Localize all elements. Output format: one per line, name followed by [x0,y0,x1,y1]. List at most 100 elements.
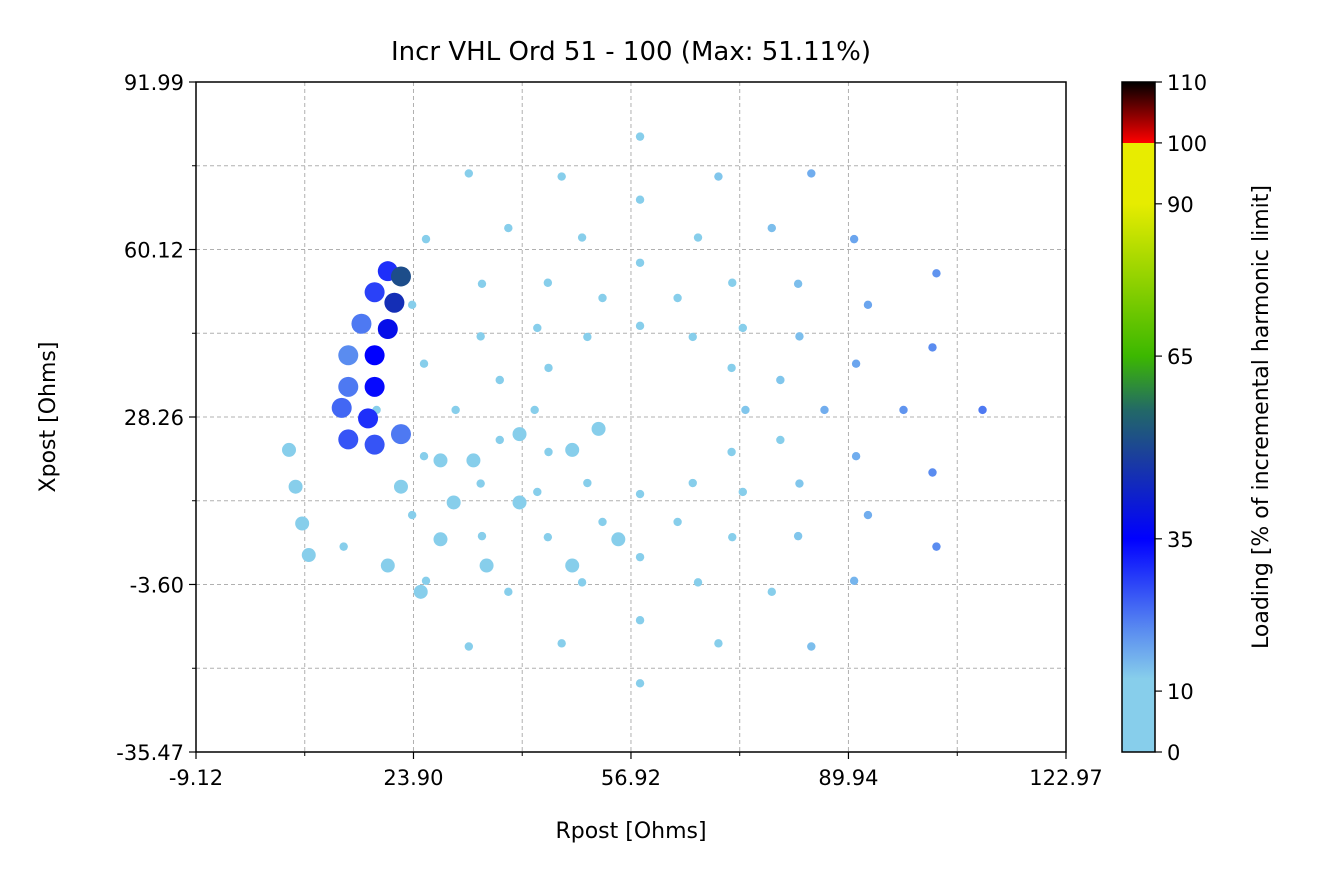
data-point [544,363,553,373]
grid-lines [196,82,1066,752]
data-point [767,587,776,597]
colorbar-tick-label: 100 [1167,132,1207,156]
data-point [767,223,776,233]
data-point [433,453,448,468]
data-point [466,453,481,468]
data-point [591,421,606,436]
data-point [543,278,553,287]
x-tick-label: 89.94 [818,766,878,790]
data-point [390,266,411,287]
y-axis-label: Xpost [Ohms] [36,342,61,493]
data-point [635,616,645,625]
data-point [688,478,697,488]
data-point [714,172,723,181]
x-axis: -9.12 23.90 56.92 89.94 122.97 [169,752,1103,790]
data-point [530,405,539,415]
data-point [413,584,428,599]
colorbar-ticks: 0 10 35 65 90 100 110 [1155,71,1207,765]
data-point [331,397,352,418]
data-point [338,429,359,450]
data-point [390,424,411,445]
data-point [477,279,487,288]
data-point [433,532,448,547]
data-point [476,332,485,341]
y-tick-label: 28.26 [124,406,184,430]
data-point [673,517,682,527]
data-point [932,269,941,278]
data-point [419,452,429,461]
data-point [820,405,829,415]
data-point [512,427,527,442]
y-tick-label: -3.60 [130,573,184,597]
colorbar-tick-label: 65 [1167,345,1194,369]
data-point [495,435,504,445]
data-point [928,343,937,352]
data-point [688,332,697,342]
y-tick-label: 91.99 [124,71,184,95]
data-point [978,405,987,415]
data-point [728,278,737,287]
data-point [533,487,542,497]
data-point [635,321,645,331]
data-point [807,169,816,178]
data-point [421,234,431,244]
data-point [407,300,417,310]
data-point [477,531,487,541]
x-tick-label: 122.97 [1029,766,1102,790]
data-point [421,576,431,585]
data-point [338,376,359,397]
data-point [598,517,607,527]
chart-title: Incr VHL Ord 51 - 100 (Max: 51.11%) [391,37,871,67]
data-point [635,552,645,562]
data-point [795,479,804,488]
x-tick-label: 56.92 [601,766,661,790]
data-point [364,376,385,397]
data-point [407,510,417,520]
y-axis: 91.99 60.12 28.26 -3.60 -35.47 [116,71,196,765]
data-point [693,578,703,587]
data-point [577,233,587,242]
data-point [557,172,566,181]
data-point [899,405,908,415]
data-point [635,195,645,204]
colorbar-tick-label: 110 [1167,71,1207,95]
data-point [793,531,803,541]
data-point [635,258,645,267]
data-point [393,479,408,494]
data-point [476,479,485,488]
data-point [295,516,310,531]
data-point [504,587,513,597]
colorbar-tick-label: 90 [1167,193,1194,217]
data-point [738,323,748,333]
data-point [863,510,873,520]
data-point [577,578,587,587]
data-point [932,542,941,551]
data-point [635,489,645,499]
colorbar-tick-label: 0 [1167,741,1180,765]
data-point [282,442,297,457]
data-point [380,558,395,573]
data-point [338,345,359,366]
data-point [339,542,348,551]
data-point [738,487,748,497]
y-tick-label: -35.47 [116,741,184,765]
data-point [807,642,816,651]
colorbar-tick-label: 10 [1167,680,1194,704]
data-point [635,132,645,141]
data-point [377,319,398,340]
data-point [793,279,803,288]
data-point [495,375,504,385]
data-point [598,293,607,303]
x-axis-label: Rpost [Ohms] [555,819,706,844]
data-point [851,452,861,461]
data-point [693,233,703,242]
data-point [849,576,859,585]
data-point [776,375,785,385]
data-point [928,468,937,477]
data-point [635,679,645,688]
data-point [351,313,372,334]
x-tick-label: -9.12 [169,766,223,790]
data-point [301,548,316,563]
data-point [583,332,592,342]
